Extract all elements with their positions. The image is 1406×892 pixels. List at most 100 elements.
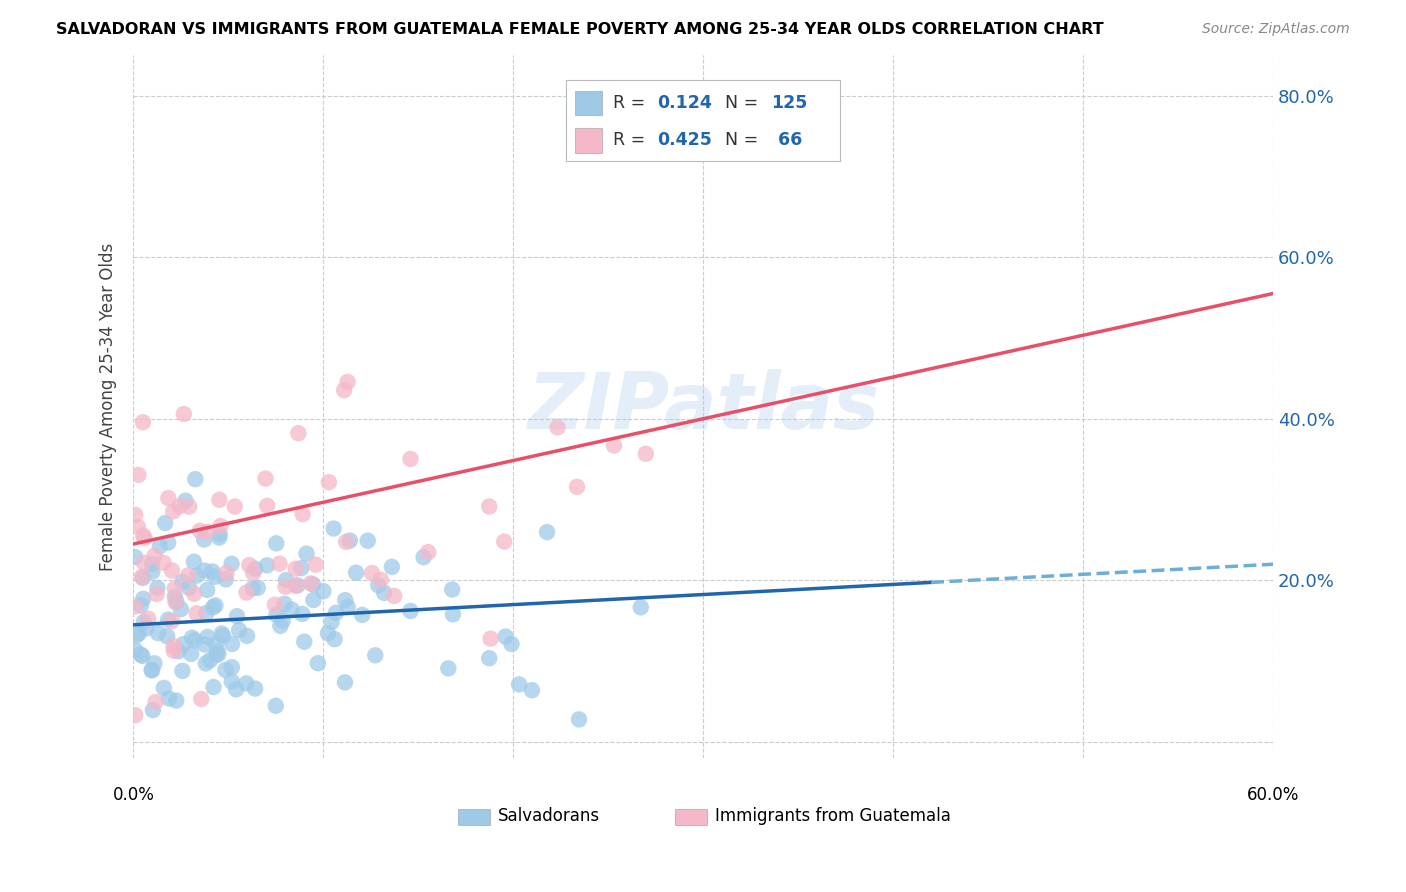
Point <box>274 573 297 587</box>
Point <box>357 533 380 548</box>
Point <box>367 578 389 592</box>
Point <box>157 535 180 549</box>
Point <box>132 415 155 429</box>
Point <box>124 708 146 723</box>
Point <box>381 560 404 574</box>
Point <box>302 593 325 607</box>
Point <box>180 647 202 661</box>
Point <box>194 638 217 652</box>
Text: SALVADORAN VS IMMIGRANTS FROM GUATEMALA FEMALE POVERTY AMONG 25-34 YEAR OLDS COR: SALVADORAN VS IMMIGRANTS FROM GUATEMALA … <box>56 22 1104 37</box>
Point <box>163 644 186 658</box>
Point <box>208 492 231 507</box>
Point <box>322 522 344 536</box>
Point <box>132 591 155 606</box>
Text: Immigrants from Guatemala: Immigrants from Guatemala <box>714 806 950 825</box>
Point <box>299 576 322 591</box>
Point <box>478 500 501 514</box>
Point <box>325 606 347 620</box>
Point <box>163 582 186 596</box>
Point <box>143 549 166 563</box>
Text: Source: ZipAtlas.com: Source: ZipAtlas.com <box>1202 22 1350 37</box>
Point <box>183 555 205 569</box>
Point <box>194 564 217 578</box>
Point <box>165 595 187 609</box>
Point <box>205 644 228 658</box>
Point <box>224 500 246 514</box>
Point <box>146 626 169 640</box>
Point <box>141 557 163 571</box>
Point <box>167 644 190 658</box>
Point <box>295 547 318 561</box>
Point <box>134 531 156 545</box>
Point <box>335 535 357 549</box>
Point <box>170 602 193 616</box>
Point <box>183 587 205 601</box>
Point <box>264 598 287 612</box>
Point <box>157 613 180 627</box>
Point <box>373 586 395 600</box>
Point <box>145 695 167 709</box>
Point <box>269 619 291 633</box>
Point <box>508 677 530 691</box>
Point <box>336 375 359 389</box>
Point <box>245 562 267 576</box>
Point <box>290 561 312 575</box>
Point <box>186 568 208 582</box>
Point <box>333 675 356 690</box>
Point <box>205 637 228 651</box>
Point <box>141 663 163 677</box>
Point <box>179 581 201 595</box>
Point <box>335 593 357 607</box>
Point <box>172 664 194 678</box>
Point <box>412 550 434 565</box>
Point <box>284 562 307 576</box>
Point <box>160 564 183 578</box>
Point <box>221 557 243 571</box>
Point <box>630 600 652 615</box>
Point <box>132 529 155 543</box>
Point <box>478 651 501 665</box>
Point <box>157 691 180 706</box>
Point <box>339 533 361 548</box>
Point <box>194 657 217 671</box>
Point <box>184 633 207 648</box>
Point <box>155 516 177 530</box>
Point <box>169 500 191 514</box>
Point <box>441 582 464 597</box>
Point <box>132 615 155 629</box>
Point <box>131 570 153 584</box>
Point <box>127 467 149 482</box>
Point <box>565 480 588 494</box>
Point <box>399 604 422 618</box>
Point <box>172 637 194 651</box>
Point <box>156 629 179 643</box>
Point <box>136 612 159 626</box>
Point <box>344 566 367 580</box>
Point <box>323 632 346 647</box>
Point <box>235 585 257 599</box>
Point <box>132 556 155 570</box>
Point <box>124 599 146 614</box>
Point <box>177 568 200 582</box>
Point <box>165 693 187 707</box>
Point <box>128 626 150 640</box>
Point <box>174 493 197 508</box>
Point <box>132 571 155 585</box>
Point <box>201 565 224 579</box>
Point <box>127 520 149 534</box>
Text: ZIPatlas: ZIPatlas <box>527 368 879 444</box>
Point <box>264 698 287 713</box>
Point <box>197 630 219 644</box>
Point <box>634 447 657 461</box>
Point <box>179 500 201 514</box>
Point <box>318 475 340 490</box>
Point <box>204 570 226 584</box>
Point <box>254 472 277 486</box>
Point <box>352 607 374 622</box>
Point <box>399 452 422 467</box>
Point <box>361 566 384 580</box>
Point <box>312 584 335 599</box>
Point <box>536 525 558 540</box>
Point <box>190 692 212 706</box>
Point <box>256 499 278 513</box>
